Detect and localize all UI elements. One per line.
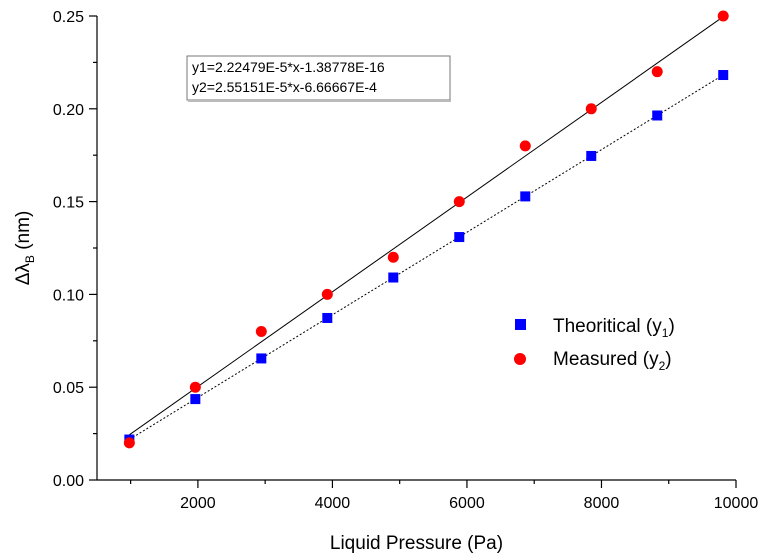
point-theoretical bbox=[652, 110, 663, 121]
y-axis-title-main: Δλ bbox=[13, 263, 34, 286]
y-axis-title-sub: B bbox=[23, 255, 37, 263]
point-measured bbox=[651, 66, 663, 78]
legend-marker-theoretical bbox=[515, 319, 526, 330]
fit-line-measured bbox=[129, 16, 724, 436]
point-measured bbox=[123, 437, 135, 449]
legend-label-theoretical: Theoritical (y1) bbox=[553, 316, 675, 340]
equation-box: y1=2.22479E-5*x-1.38778E-16 y2=2.55151E-… bbox=[186, 55, 451, 102]
legend-label-theoretical-main: Theoritical (y bbox=[553, 316, 662, 337]
legend-marker-measured bbox=[514, 353, 526, 365]
y-ticks: 0.00 0.05 0.10 0.15 0.20 0.25 bbox=[53, 9, 97, 490]
equation-box-frame bbox=[186, 55, 451, 101]
legend-label-theoretical-end: ) bbox=[668, 316, 674, 337]
point-theoretical bbox=[586, 150, 597, 161]
point-theoretical bbox=[322, 312, 333, 323]
fit-line-theoretical bbox=[129, 74, 724, 440]
point-theoretical bbox=[520, 191, 531, 202]
legend: Theoritical (y1) Measured (y2) bbox=[514, 316, 675, 373]
legend-label-measured-sub: 2 bbox=[659, 359, 666, 373]
equation-line-1: y1=2.22479E-5*x-1.38778E-16 bbox=[192, 59, 385, 75]
x-tick-label: 6000 bbox=[449, 495, 485, 512]
point-theoretical bbox=[190, 394, 201, 405]
equation-line-2: y2=2.55151E-5*x-6.66667E-4 bbox=[192, 79, 377, 95]
legend-label-measured: Measured (y2) bbox=[553, 349, 672, 373]
x-tick-label: 4000 bbox=[315, 495, 351, 512]
y-tick-label: 0.00 bbox=[53, 473, 84, 490]
x-ticks: 2000 4000 6000 8000 10000 bbox=[130, 480, 758, 512]
point-measured bbox=[189, 381, 201, 393]
legend-label-measured-main: Measured (y bbox=[553, 349, 659, 370]
point-measured bbox=[717, 10, 729, 22]
legend-label-measured-end: ) bbox=[665, 349, 671, 370]
fit-lines bbox=[129, 16, 724, 440]
point-theoretical bbox=[256, 353, 267, 364]
y-tick-label: 0.20 bbox=[53, 102, 84, 119]
data-points bbox=[123, 10, 729, 449]
x-tick-label: 2000 bbox=[180, 495, 216, 512]
point-measured bbox=[585, 103, 597, 115]
y-tick-label: 0.15 bbox=[53, 195, 84, 212]
y-axis-title: ΔλB (nm) bbox=[13, 211, 37, 286]
legend-label-theoretical-sub: 1 bbox=[662, 326, 669, 340]
x-tick-label: 8000 bbox=[584, 495, 620, 512]
y-axis-title-unit: (nm) bbox=[13, 211, 34, 255]
x-tick-label: 10000 bbox=[714, 495, 758, 512]
point-theoretical bbox=[718, 70, 729, 81]
y-tick-label: 0.25 bbox=[53, 9, 84, 26]
y-tick-label: 0.05 bbox=[53, 380, 84, 397]
point-measured bbox=[453, 196, 465, 208]
y-tick-label: 0.10 bbox=[53, 287, 84, 304]
point-measured bbox=[321, 288, 333, 300]
point-measured bbox=[387, 251, 399, 263]
x-axis-title: Liquid Pressure (Pa) bbox=[330, 533, 503, 554]
point-measured bbox=[255, 326, 267, 338]
point-theoretical bbox=[388, 272, 399, 283]
point-theoretical bbox=[454, 232, 465, 243]
point-measured bbox=[519, 140, 531, 152]
